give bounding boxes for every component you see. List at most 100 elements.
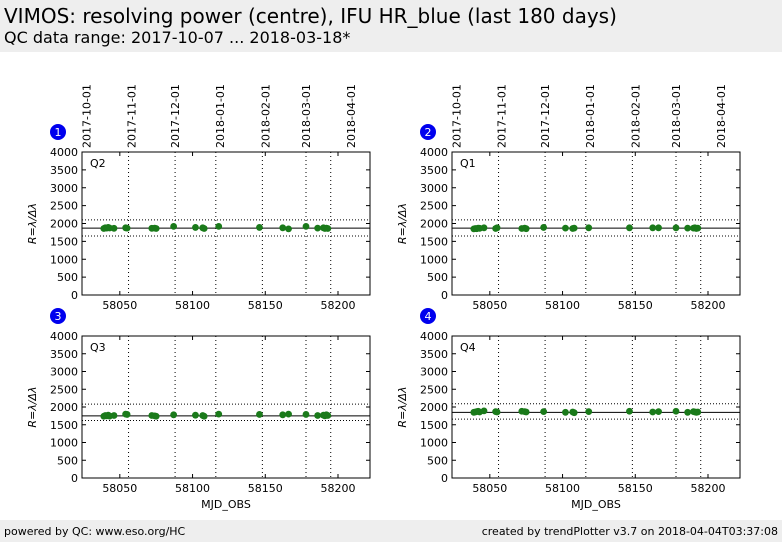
- y-axis-label: R=λ/Δλ: [396, 203, 409, 244]
- data-point: [626, 224, 633, 232]
- data-point: [540, 224, 548, 231]
- y-axis-label: R=λ/Δλ: [396, 386, 409, 427]
- y-tick-label: 3000: [420, 182, 448, 195]
- date-tick-label: 2018-04-01: [715, 84, 728, 148]
- data-point: [302, 411, 310, 418]
- y-tick-label: 500: [57, 271, 78, 284]
- data-point: [493, 408, 501, 416]
- footer-credit: powered by QC: www.eso.org/HC: [4, 525, 186, 538]
- y-tick-label: 2500: [50, 383, 78, 396]
- panel-label: Q2: [90, 157, 106, 170]
- data-point: [480, 224, 488, 232]
- x-tick-label: 58050: [102, 299, 137, 312]
- data-point: [694, 408, 702, 416]
- data-point: [192, 224, 199, 231]
- data-point: [324, 225, 332, 232]
- data-point: [200, 412, 208, 420]
- x-tick-label: 58200: [691, 299, 726, 312]
- date-tick-label: 2018-03-01: [300, 84, 313, 148]
- data-point: [314, 412, 322, 419]
- x-tick-label: 58200: [691, 482, 726, 495]
- page-title: VIMOS: resolving power (centre), IFU HR_…: [4, 4, 617, 28]
- data-point: [152, 225, 160, 232]
- x-tick-label: 58150: [618, 482, 653, 495]
- panel-label: Q4: [460, 341, 476, 354]
- y-tick-label: 500: [427, 454, 448, 467]
- data-point: [672, 224, 680, 232]
- data-point: [585, 408, 593, 416]
- date-tick-label: 2018-02-01: [259, 84, 272, 148]
- date-tick-label: 2017-12-01: [169, 84, 182, 148]
- y-tick-label: 3500: [50, 348, 78, 361]
- data-point: [562, 224, 569, 232]
- panel-number: 1: [55, 126, 62, 139]
- data-point: [684, 408, 692, 416]
- panel-number: 3: [55, 310, 62, 323]
- data-point: [655, 408, 662, 416]
- panel-number-badge: [420, 308, 436, 324]
- date-tick-label: 2018-01-01: [214, 84, 227, 148]
- y-tick-label: 2000: [420, 218, 448, 231]
- data-point: [694, 224, 702, 232]
- data-point: [200, 225, 208, 232]
- date-tick-label: 2017-10-01: [80, 84, 93, 148]
- date-tick-label: 2018-01-01: [584, 84, 597, 148]
- x-tick-label: 58050: [102, 482, 137, 495]
- data-point: [302, 222, 310, 230]
- data-point: [285, 225, 292, 233]
- x-tick-label: 58100: [175, 482, 210, 495]
- panel-label: Q1: [460, 157, 476, 170]
- panel-2: 0 500 1000 1500 2000 2500 3000 3500 4000 58050 581…: [396, 84, 741, 312]
- footer-generator: created by trendPlotter v3.7 on 2018-04-…: [481, 525, 778, 538]
- y-tick-label: 2000: [420, 401, 448, 414]
- x-tick-label: 58150: [618, 299, 653, 312]
- header-bar: VIMOS: resolving power (centre), IFU HR_…: [0, 0, 782, 52]
- date-tick-label: 2018-03-01: [670, 84, 683, 148]
- panel-number-badge: [420, 124, 436, 140]
- data-point: [684, 224, 692, 232]
- panel-number: 2: [425, 126, 432, 139]
- data-point: [649, 408, 657, 416]
- y-tick-label: 2000: [50, 218, 78, 231]
- plot-frame: [451, 335, 741, 479]
- y-tick-label: 2500: [50, 200, 78, 213]
- y-tick-label: 4000: [420, 146, 448, 159]
- y-axis-label: R=λ/Δλ: [26, 203, 39, 244]
- plot-frame: [81, 151, 371, 296]
- y-tick-label: 3000: [420, 366, 448, 379]
- data-point: [152, 412, 160, 420]
- data-point: [570, 409, 578, 417]
- data-point: [626, 407, 633, 415]
- data-point: [279, 411, 287, 419]
- data-point: [123, 411, 131, 418]
- data-point: [256, 411, 263, 418]
- data-point: [192, 411, 199, 419]
- x-tick-label: 58100: [545, 482, 580, 495]
- y-tick-label: 1500: [50, 419, 78, 432]
- data-point: [123, 224, 131, 232]
- data-point: [285, 410, 292, 418]
- page-subtitle: QC data range: 2017-10-07 ... 2018-03-18…: [4, 28, 351, 47]
- data-point: [655, 224, 662, 232]
- y-tick-label: 500: [57, 454, 78, 467]
- x-tick-label: 58200: [321, 482, 356, 495]
- y-tick-label: 2000: [50, 401, 78, 414]
- data-point: [215, 410, 223, 418]
- y-axis-label: R=λ/Δλ: [26, 386, 39, 427]
- plot-frame: [81, 335, 371, 479]
- panel-number-badge: [50, 308, 66, 324]
- date-tick-label: 2018-02-01: [629, 84, 642, 148]
- data-point: [540, 408, 548, 416]
- data-point: [314, 224, 322, 232]
- data-point: [279, 224, 287, 232]
- y-tick-label: 1000: [420, 253, 448, 266]
- y-tick-label: 0: [441, 289, 448, 302]
- y-tick-label: 4000: [420, 330, 448, 343]
- panel-number: 4: [425, 310, 432, 323]
- y-tick-label: 0: [71, 472, 78, 485]
- data-point: [215, 222, 223, 230]
- date-tick-label: 2018-04-01: [345, 84, 358, 148]
- footer-bar: powered by QC: www.eso.org/HC created by…: [0, 520, 782, 542]
- panel-label: Q3: [90, 341, 106, 354]
